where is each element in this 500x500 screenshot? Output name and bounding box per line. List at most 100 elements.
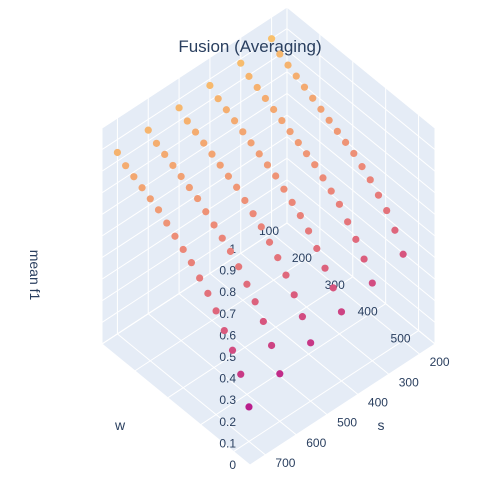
gridline [101, 92, 288, 215]
data-point [321, 264, 329, 272]
gridline [286, 93, 436, 215]
data-point [177, 172, 185, 181]
x-axis-title: w [114, 417, 126, 433]
gridline [147, 313, 297, 436]
data-point [298, 313, 307, 321]
data-point [290, 291, 298, 299]
x-tick-label: 400 [358, 305, 378, 319]
x-tick-label: 200 [292, 251, 312, 265]
gridline [286, 28, 436, 150]
data-point [257, 223, 265, 231]
data-point [358, 163, 366, 171]
data-point [208, 150, 216, 158]
data-point [224, 172, 233, 180]
chart-title: Fusion (Averaging) [178, 37, 321, 56]
data-point [265, 238, 274, 246]
data-point [245, 403, 253, 411]
data-point [270, 105, 278, 114]
data-point [300, 83, 309, 91]
data-point [319, 174, 327, 182]
data-point [218, 234, 226, 242]
data-point [263, 161, 272, 169]
z-tick-label: 0.3 [219, 393, 236, 407]
data-point [249, 210, 257, 218]
data-point [278, 116, 286, 125]
data-point [212, 307, 220, 315]
data-point [280, 185, 288, 193]
z-axis-ticks: 00.10.20.30.40.50.60.70.80.91 [219, 242, 236, 472]
data-point [350, 149, 358, 158]
y-axis-title: s [378, 417, 385, 433]
z-tick-label: 0.9 [219, 264, 236, 278]
data-point [202, 208, 210, 216]
y-tick-label: 400 [368, 395, 388, 409]
data-point [146, 195, 154, 203]
y-tick-label: 700 [275, 456, 295, 470]
data-point [276, 370, 284, 378]
data-point [233, 183, 241, 191]
data-point [187, 259, 196, 267]
data-point [333, 127, 341, 135]
data-point [282, 271, 290, 279]
x-tick-label: 500 [391, 332, 411, 346]
z-tick-label: 0.2 [219, 415, 236, 429]
gridline [209, 273, 359, 395]
data-point [163, 219, 171, 227]
data-point [204, 289, 212, 297]
data-point [206, 81, 214, 90]
z-tick-label: 0.8 [219, 285, 236, 299]
data-point [210, 221, 218, 229]
data-point [294, 139, 302, 147]
gridlines [101, 6, 436, 456]
data-point [237, 370, 245, 378]
data-point [138, 184, 146, 192]
gridline [101, 49, 288, 172]
gridline [286, 157, 436, 280]
data-point [247, 139, 255, 147]
data-point [286, 127, 294, 136]
data-point [200, 139, 208, 147]
data-point [259, 317, 267, 326]
data-point [239, 128, 247, 136]
data-point [284, 61, 292, 69]
gridline [286, 49, 436, 172]
data-point [214, 95, 222, 103]
data-point [230, 117, 239, 125]
data-point [337, 308, 346, 316]
data-point [185, 183, 193, 192]
data-point [368, 279, 376, 287]
gridline [117, 333, 266, 456]
data-point [191, 128, 200, 136]
data-point [311, 161, 319, 169]
z-tick-label: 0.7 [219, 307, 236, 321]
gridline [101, 179, 288, 302]
gridline [286, 6, 436, 129]
gridline [286, 222, 436, 345]
data-point [251, 298, 259, 306]
data-point [329, 284, 337, 292]
gridline [240, 252, 390, 375]
data-point [245, 72, 253, 80]
data-point [220, 326, 228, 335]
y-tick-label: 500 [337, 416, 357, 430]
z-axis-title: mean f1 [27, 250, 43, 301]
data-point [399, 250, 407, 258]
data-point [325, 116, 333, 124]
y-axis-ticks: 200 300 400 500 600 700 [275, 355, 450, 470]
z-tick-label: 0.4 [219, 372, 236, 386]
data-point [313, 244, 321, 253]
data-point [261, 94, 270, 103]
z-tick-label: 0 [229, 458, 236, 472]
y-tick-label: 600 [306, 436, 326, 450]
data-point [296, 212, 304, 220]
data-point [383, 206, 391, 215]
data-point [253, 83, 261, 92]
data-point [216, 161, 224, 169]
data-point [276, 50, 284, 58]
data-point [144, 126, 152, 134]
data-point [307, 339, 315, 347]
data-point [341, 138, 350, 146]
z-tick-label: 0.1 [219, 436, 236, 450]
data-point [222, 106, 230, 114]
